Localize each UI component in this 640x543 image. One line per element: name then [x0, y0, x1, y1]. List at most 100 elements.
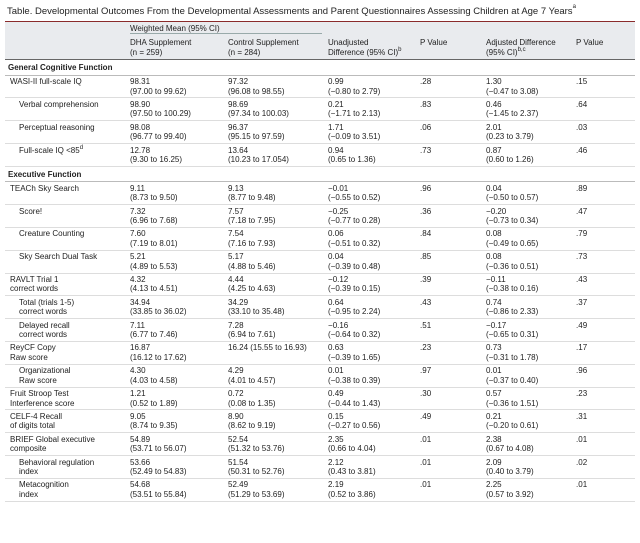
data-cell: −0.16 (−0.64 to 0.32) [325, 318, 418, 342]
text-line: 0.21 [486, 411, 502, 421]
text-line: Score! [19, 206, 43, 216]
data-cell: 34.29 (33.10 to 35.48) [225, 295, 326, 320]
row-label: Delayed recall correct words [5, 318, 127, 342]
data-cell: 1.21 (0.52 to 1.89) [127, 387, 225, 411]
text-line: .06 [420, 122, 432, 132]
data-row: Behavioral regulation index 53.66 (52.49 to… [5, 455, 636, 479]
text-line: correct words [19, 307, 68, 317]
data-cell: .96 [417, 181, 484, 206]
data-cell: .03 [573, 120, 636, 145]
data-cell: 16.24 (15.55 to 16.93) [225, 341, 326, 365]
text-line: (−0.73 to 0.34) [486, 216, 539, 225]
text-line: .73 [420, 145, 432, 155]
data-cell: 0.08 (−0.49 to 0.65) [483, 227, 574, 251]
text-line: (6.94 to 7.61) [228, 330, 276, 340]
text-line: (0.57 to 3.92) [486, 489, 534, 499]
text-line: .64 [576, 99, 588, 109]
data-cell: 0.63 (−0.39 to 1.65) [325, 341, 418, 365]
text-line: TEACh Sky Search [10, 183, 79, 193]
data-row: Perceptual reasoning 98.08 (96.77 to 99.40… [5, 120, 636, 145]
text-line: (97.34 to 100.03) [228, 109, 289, 119]
text-line: 0.04 [328, 252, 344, 262]
data-cell: .17 [573, 341, 636, 365]
text-line: 5.17 [228, 252, 244, 262]
text-line: 9.11 [130, 183, 145, 193]
text-line: (0.52 to 3.86) [328, 489, 376, 499]
text-line: 13.64 [228, 145, 249, 155]
data-cell: 5.21 (4.89 to 5.53) [127, 250, 225, 274]
footnote-mark: a [572, 4, 576, 10]
data-cell: .36 [417, 204, 484, 228]
text-line: 2.19 [328, 480, 344, 490]
text-line: 7.57 [228, 206, 244, 216]
data-cell: .01 [573, 478, 636, 502]
text-line: .73 [576, 252, 588, 262]
text-line: 4.30 [130, 366, 146, 376]
text-line: 0.94 [328, 145, 344, 155]
data-cell: 7.60 (7.19 to 8.01) [127, 227, 225, 251]
text-line: WASI-II full-scale IQ [10, 77, 82, 87]
row-label: Behavioral regulation index [5, 455, 127, 479]
data-cell: 4.30 (4.03 to 4.58) [127, 364, 225, 388]
data-cell: 12.78 (9.30 to 16.25) [127, 143, 225, 167]
text-line: index [19, 466, 39, 476]
text-line: Metacognition [19, 480, 69, 490]
data-cell: 2.38 (0.67 to 4.08) [483, 432, 574, 457]
text-line: (−0.49 to 0.65) [486, 238, 539, 248]
outcomes-table: Weighted Mean (95% CI) DHA Supplement (n =… [5, 22, 636, 502]
text-line: .83 [420, 99, 432, 109]
data-cell: .23 [417, 341, 484, 365]
text-line: 7.11 [130, 320, 145, 330]
text-line: of digits total [10, 421, 55, 431]
text-line: 0.46 [486, 99, 502, 109]
text-line: (96.77 to 99.40) [130, 132, 187, 142]
text-line: .43 [576, 275, 588, 285]
data-cell: .96 [573, 364, 636, 388]
text-line: (33.85 to 36.02) [130, 307, 187, 317]
data-cell: .85 [417, 250, 484, 274]
data-row: Fruit Stroop Test Interference score 1.21(… [5, 387, 636, 411]
text-line: Organizational [19, 366, 71, 376]
data-row: Organizational Raw score 4.30 (4.03 to 4.58… [5, 364, 636, 388]
text-line: .31 [576, 411, 588, 421]
text-line: 2.35 [328, 434, 344, 444]
data-cell: .83 [417, 97, 484, 122]
text-line: 52.49 [228, 480, 249, 490]
text-line: (−0.55 to 0.52) [328, 193, 381, 203]
text-line: composite [10, 444, 47, 454]
text-line: 0.74 [486, 297, 502, 307]
text-line: (−0.09 to 3.51) [328, 132, 381, 142]
text-line: Behavioral regulation [19, 457, 95, 467]
column-header: Adjusted Difference (95% CI)b,c [483, 36, 574, 61]
text-line: −0.16 [328, 320, 349, 330]
text-line: index [19, 489, 39, 499]
data-cell: 1.30 (−0.47 to 3.08) [483, 75, 574, 99]
data-cell: .23 [573, 387, 636, 411]
text-line: 0.21 [328, 99, 344, 109]
text-line: (0.08 to 1.35) [228, 398, 276, 408]
row-label: Perceptual reasoning [5, 120, 127, 145]
column-header: DHA Supplement (n = 259) [127, 36, 225, 61]
data-cell: 4.44 (4.25 to 4.63) [225, 273, 326, 297]
text-line: (−0.39 to 0.15) [328, 284, 381, 294]
data-row: Score! 7.32 (6.96 to 7.68) 7.57 (7.18 to 7.9… [5, 204, 636, 228]
text-line: 9.13 [228, 183, 244, 193]
row-label: Score! [5, 204, 127, 228]
text-line: (n = 259) [130, 47, 163, 57]
text-line: .96 [576, 366, 588, 376]
data-cell: .89 [573, 181, 636, 206]
column-header: Unadjusted Difference (95% CI)b [325, 36, 418, 61]
data-row: Delayed recall correct words 7.11 (6.77 to … [5, 318, 636, 342]
text-line: (0.23 to 3.79) [486, 132, 534, 142]
text-line: 7.54 [228, 229, 244, 239]
data-cell: 7.28 (6.94 to 7.61) [225, 318, 326, 342]
text-line: (8.62 to 9.19) [228, 421, 276, 431]
text-line: .89 [576, 183, 588, 193]
text-line: (0.40 to 3.79) [486, 466, 534, 476]
data-cell: .30 [417, 387, 484, 411]
text-line: (4.25 to 4.63) [228, 284, 276, 294]
text-line: (10.23 to 17.054) [228, 154, 289, 164]
data-cell: 7.32 (6.96 to 7.68) [127, 204, 225, 228]
text-line: .23 [576, 389, 588, 399]
text-line: 2.25 [486, 480, 502, 490]
